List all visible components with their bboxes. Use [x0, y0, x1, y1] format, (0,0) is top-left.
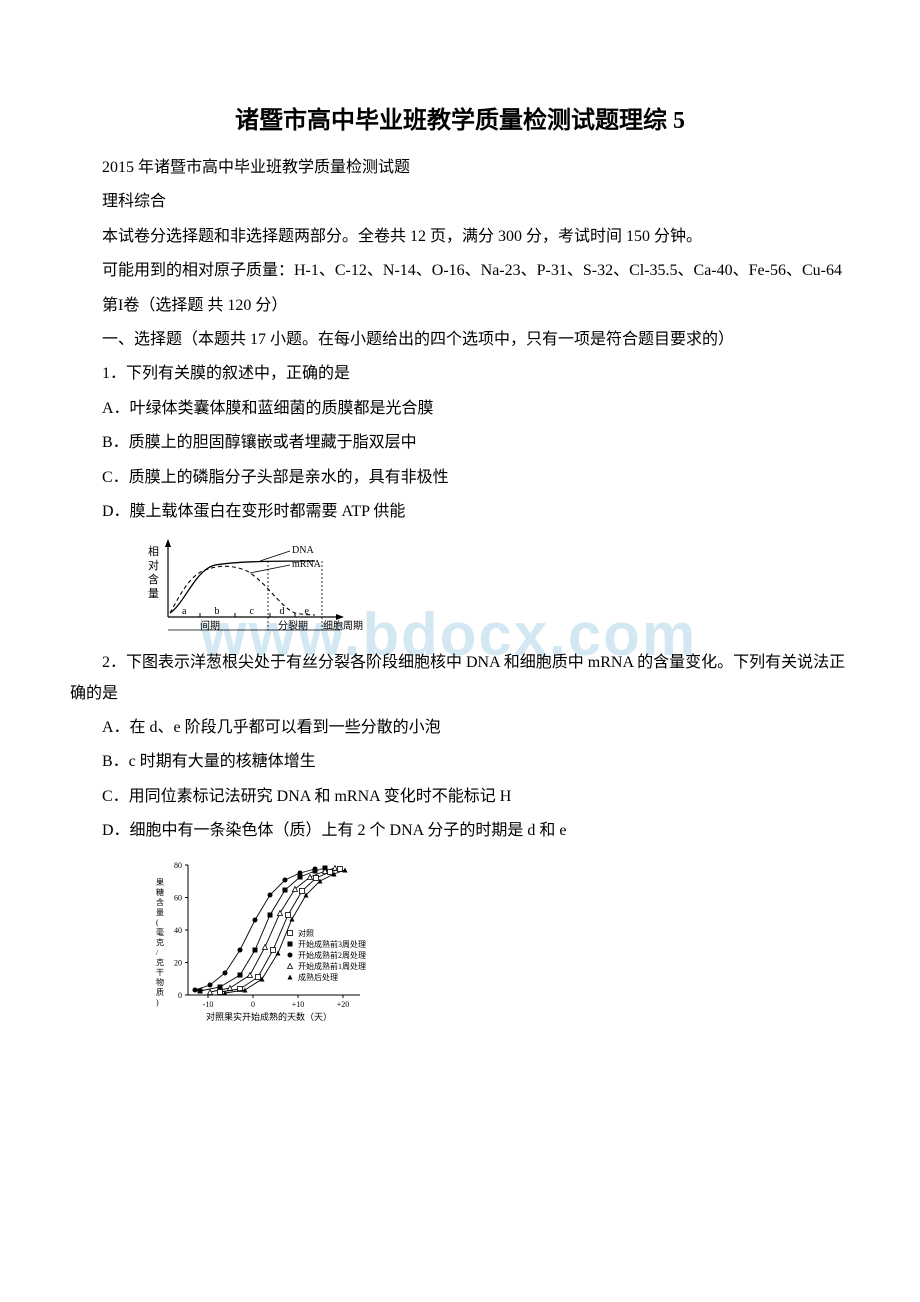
svg-text:相: 相: [148, 545, 159, 558]
text-line: 2015 年诸暨市高中毕业班教学质量检测试题: [70, 153, 850, 183]
svg-text:物: 物: [156, 977, 164, 987]
text-line: 第I卷（选择题 共 120 分）: [70, 291, 850, 321]
svg-text:量: 量: [156, 908, 164, 917]
figure-2-fructose-chart: 020406080-100+10+20果糖含量(毫克/克干物质)对照果实开始成熟…: [140, 855, 850, 1035]
document-content: 诸暨市高中毕业班教学质量检测试题理综 5 2015 年诸暨市高中毕业班教学质量检…: [70, 100, 850, 1035]
svg-text:+20: +20: [337, 1000, 350, 1009]
text-line: C．用同位素标记法研究 DNA 和 mRNA 变化时不能标记 H: [70, 782, 850, 812]
svg-text:对照: 对照: [298, 928, 314, 938]
text-line: C．质膜上的磷脂分子头部是亲水的，具有非极性: [70, 463, 850, 493]
svg-text:分裂期: 分裂期: [278, 619, 308, 632]
svg-text:mRNA: mRNA: [292, 559, 322, 570]
svg-text:开始成熟前1周处理: 开始成熟前1周处理: [298, 961, 366, 971]
text-line: 本试卷分选择题和非选择题两部分。全卷共 12 页，满分 300 分，考试时间 1…: [70, 222, 850, 252]
svg-text:e: e: [305, 606, 310, 617]
svg-text:20: 20: [174, 958, 182, 967]
svg-text:c: c: [250, 606, 255, 617]
svg-text:糖: 糖: [156, 887, 164, 897]
figure-1-dna-mrna-chart: 相对含量 DNA mRNA a b c d e 间期 分裂期 细胞周期: [140, 535, 850, 640]
text-line: A．在 d、e 阶段几乎都可以看到一些分散的小泡: [70, 713, 850, 743]
svg-text:b: b: [215, 606, 220, 617]
svg-text:干: 干: [156, 968, 164, 977]
page-title: 诸暨市高中毕业班教学质量检测试题理综 5: [70, 100, 850, 135]
svg-text:0: 0: [178, 991, 182, 1000]
svg-text:克: 克: [156, 938, 164, 947]
text-line: D．膜上载体蛋白在变形时都需要 ATP 供能: [70, 497, 850, 527]
svg-text:/: /: [156, 948, 159, 957]
svg-text:间期: 间期: [200, 619, 220, 632]
svg-text:质: 质: [156, 987, 164, 997]
text-line: 理科综合: [70, 187, 850, 217]
text-line: 2．下图表示洋葱根尖处于有丝分裂各阶段细胞核中 DNA 和细胞质中 mRNA 的…: [70, 648, 850, 709]
svg-text:毫: 毫: [156, 927, 164, 937]
svg-text:): ): [156, 998, 159, 1007]
svg-text:DNA: DNA: [292, 545, 314, 556]
text-line: B．c 时期有大量的核糖体增生: [70, 747, 850, 777]
svg-text:对照果实开始成熟的天数（天）: 对照果实开始成熟的天数（天）: [206, 1011, 332, 1022]
text-line: 一、选择题（本题共 17 小题。在每小题给出的四个选项中，只有一项是符合题目要求…: [70, 325, 850, 355]
svg-text:开始成熟前2周处理: 开始成熟前2周处理: [298, 950, 366, 960]
svg-text:d: d: [280, 606, 285, 617]
svg-text:40: 40: [174, 926, 182, 935]
svg-text:+10: +10: [292, 1000, 305, 1009]
svg-text:(: (: [156, 918, 159, 927]
svg-text:成熟后处理: 成熟后处理: [298, 972, 338, 982]
svg-text:-10: -10: [203, 1000, 214, 1009]
text-line: A．叶绿体类囊体膜和蓝细菌的质膜都是光合膜: [70, 394, 850, 424]
svg-text:开始成熟前3周处理: 开始成熟前3周处理: [298, 939, 366, 949]
text-line: B．质膜上的胆固醇镶嵌或者埋藏于脂双层中: [70, 428, 850, 458]
svg-text:含: 含: [156, 897, 164, 907]
svg-text:对: 对: [148, 558, 159, 572]
svg-text:60: 60: [174, 893, 182, 902]
text-line: 1．下列有关膜的叙述中，正确的是: [70, 359, 850, 389]
text-line: 可能用到的相对原子质量：H-1、C-12、N-14、O-16、Na-23、P-3…: [70, 256, 850, 286]
svg-text:量: 量: [148, 587, 159, 600]
svg-text:细胞周期: 细胞周期: [323, 619, 363, 632]
svg-text:含: 含: [148, 572, 159, 586]
svg-text:a: a: [182, 606, 187, 617]
text-line: D．细胞中有一条染色体（质）上有 2 个 DNA 分子的时期是 d 和 e: [70, 816, 850, 846]
svg-text:0: 0: [251, 1000, 255, 1009]
svg-text:克: 克: [156, 958, 164, 967]
svg-text:80: 80: [174, 861, 182, 870]
svg-text:果: 果: [156, 878, 164, 887]
